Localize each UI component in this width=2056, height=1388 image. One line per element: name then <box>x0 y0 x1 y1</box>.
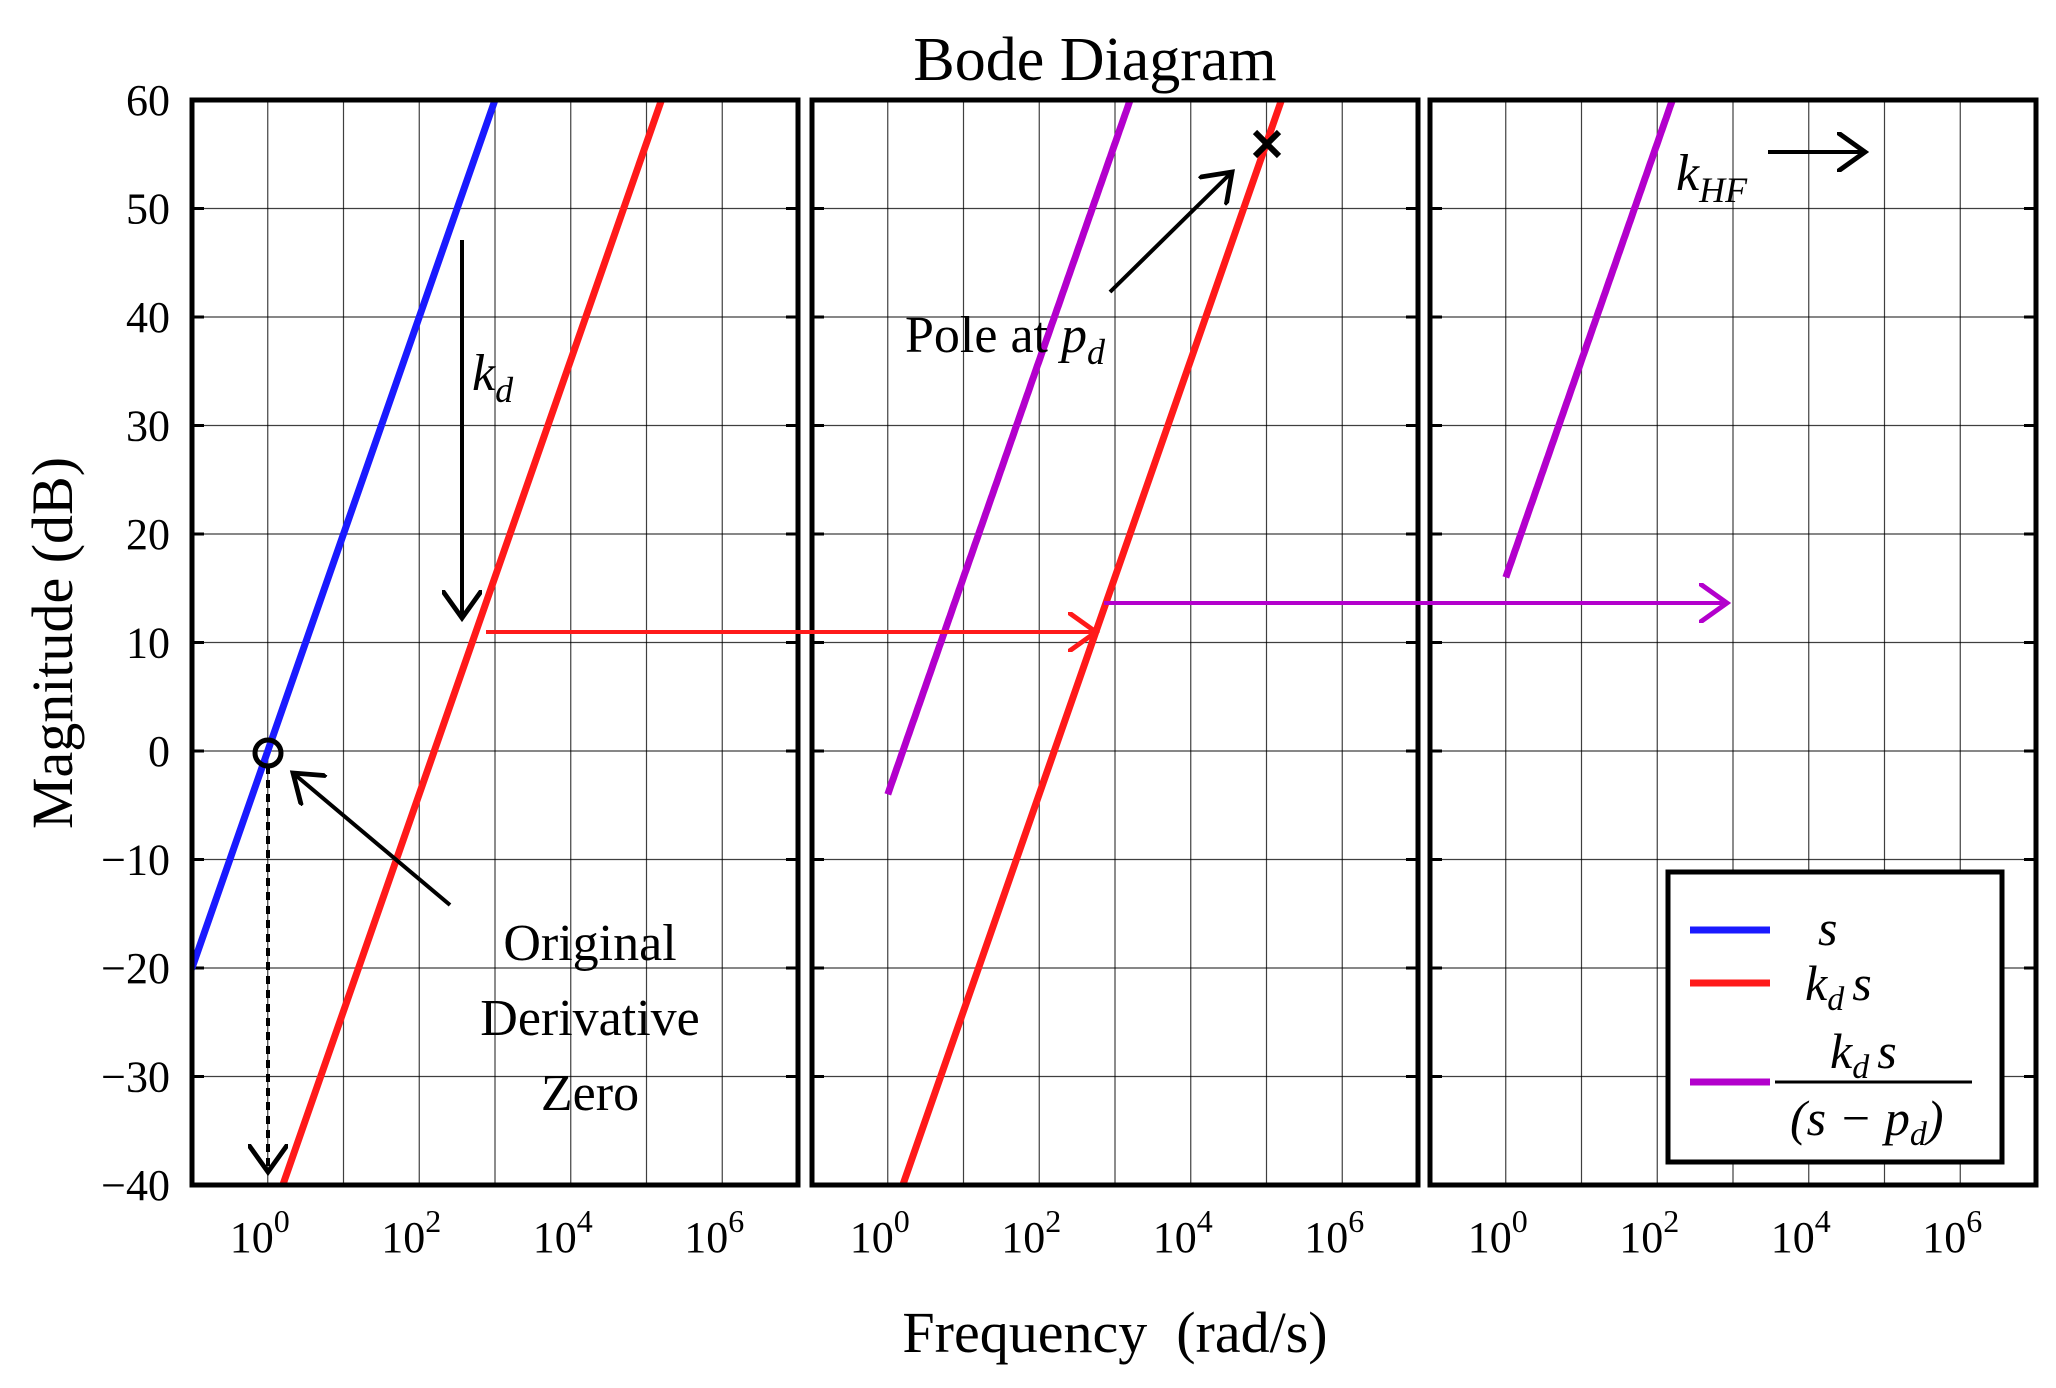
panel-3-series <box>1502 100 1677 579</box>
pole-label: Pole at pd <box>905 307 1106 372</box>
x-tick-labels: 100 102 104 106 100 102 104 106 100 102 104 106 <box>230 1203 1983 1262</box>
line-s <box>192 100 499 972</box>
annotations-panel-1: kd Original Derivative Zero <box>255 240 700 1172</box>
panel-1-frame <box>189 97 801 1188</box>
x-tick-label: 106 <box>1304 1203 1364 1262</box>
y-axis-label: Magnitude (dB) <box>20 457 85 829</box>
x-tick-label: 102 <box>381 1203 441 1262</box>
panel-3-frame <box>1427 97 2039 1188</box>
zero-pointer-arrow <box>293 773 452 907</box>
x-tick-label: 102 <box>1619 1203 1679 1262</box>
line-kds <box>279 100 665 1185</box>
legend-label-filtered-numerator: kd s <box>1830 1023 1897 1086</box>
legend-label-filtered-denominator: (s − pd) <box>1790 1090 1944 1153</box>
panel-1-series <box>192 100 665 1185</box>
legend-label-kds: kd s <box>1805 955 1872 1018</box>
annotations-panel-3: kHF <box>1676 145 1865 210</box>
pole-marker <box>1252 129 1282 159</box>
annotations-panel-2: Pole at pd <box>905 129 1282 372</box>
x-tick-label: 104 <box>533 1203 593 1262</box>
zero-label-line-1: Original <box>503 915 676 972</box>
x-tick-label: 100 <box>230 1203 290 1262</box>
kd-label: kd <box>472 345 514 410</box>
chart-title: Bode Diagram <box>913 26 1276 94</box>
panel-2-series <box>884 100 1285 1185</box>
y-tick-label: 30 <box>126 402 170 451</box>
x-tick-label: 106 <box>684 1203 744 1262</box>
legend-box <box>1665 869 2005 1165</box>
y-tick-labels: 60 50 40 30 20 10 0 −10 −20 −30 −40 <box>101 76 170 1210</box>
pole-pointer-arrow <box>1108 172 1232 294</box>
x-tick-label: 106 <box>1922 1203 1982 1262</box>
zero-label-line-3: Zero <box>541 1065 639 1122</box>
y-tick-label: −20 <box>101 944 170 993</box>
y-tick-label: −30 <box>101 1053 170 1102</box>
y-tick-label: 60 <box>126 76 170 125</box>
x-tick-label: 102 <box>1001 1203 1061 1262</box>
khf-label: kHF <box>1676 145 1748 210</box>
y-tick-label: 20 <box>126 510 170 559</box>
y-tick-label: 0 <box>148 727 170 776</box>
x-tick-label: 100 <box>850 1203 910 1262</box>
y-tick-label: 50 <box>126 185 170 234</box>
x-axis-label: Frequency (rad/s) <box>902 1300 1327 1365</box>
line-filtered <box>1502 100 1677 579</box>
legend: s kd s kd s (s − pd) <box>1665 869 2005 1165</box>
y-tick-label: −10 <box>101 836 170 885</box>
zero-label-line-2: Derivative <box>480 990 699 1047</box>
x-tick-label: 104 <box>1153 1203 1213 1262</box>
x-tick-label: 100 <box>1468 1203 1528 1262</box>
legend-label-s: s <box>1818 900 1837 956</box>
line-filtered <box>884 100 1134 796</box>
y-tick-label: −40 <box>101 1161 170 1210</box>
x-tick-label: 104 <box>1771 1203 1831 1262</box>
panel-2-frame <box>809 97 1421 1188</box>
y-tick-label: 40 <box>126 293 170 342</box>
grid-lines <box>192 98 2036 1187</box>
y-tick-label: 10 <box>126 619 170 668</box>
